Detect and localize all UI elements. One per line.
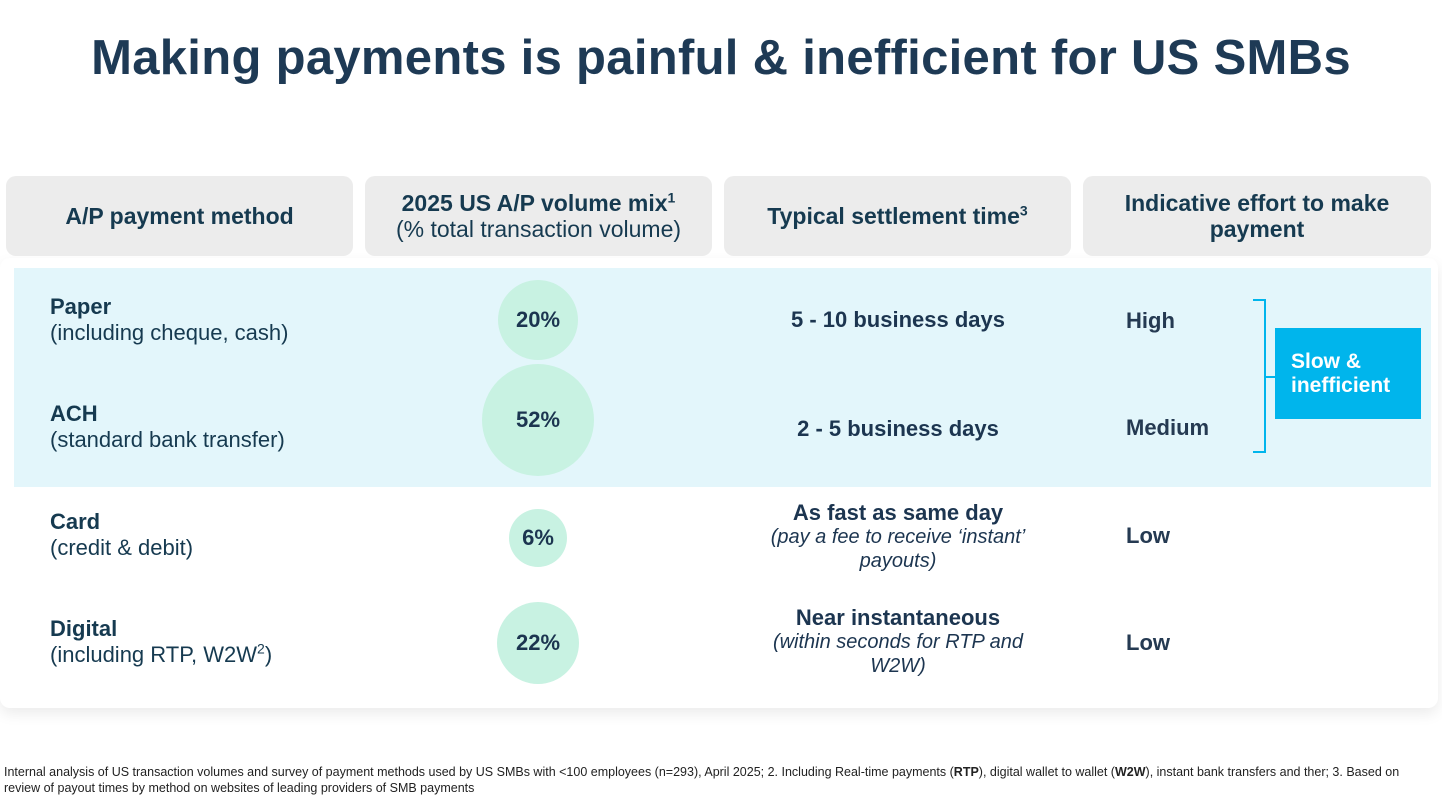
footnote-bold: RTP <box>953 765 979 779</box>
share-bubble: 22% <box>497 602 579 684</box>
header-label: Indicative effort to make payment <box>1124 190 1390 242</box>
footnote-text: Internal analysis of US transaction volu… <box>4 765 954 779</box>
method-name: ACH <box>50 401 98 426</box>
settlement-main: Near instantaneous <box>795 605 1001 630</box>
effort-level: Medium <box>1126 415 1210 440</box>
settlement-time: As fast as same day (pay a fee to receive… <box>724 501 1072 573</box>
header-label: Typical settlement time <box>767 203 1020 229</box>
method-detail-end: ) <box>264 642 273 667</box>
footnote-bold: W2W <box>1114 765 1146 779</box>
method-detail: (standard bank transfer) <box>50 427 285 452</box>
page-title: Making payments is painful & inefficient… <box>91 31 1351 85</box>
method-name: Digital <box>50 616 118 641</box>
method-name: Card <box>50 509 101 534</box>
row-digital-method: Digital (including RTP, W2W2) <box>50 616 272 668</box>
method-name: Paper <box>50 294 112 319</box>
effort-level: High <box>1126 308 1175 333</box>
share-bubble: 20% <box>498 280 578 360</box>
settlement-note: (pay a fee to receive ‘instant’ payouts) <box>770 526 1026 572</box>
share-bubble: 52% <box>482 364 594 476</box>
header-volume-mix: 2025 US A/P volume mix1 (% total transac… <box>365 176 712 256</box>
method-detail: (credit & debit) <box>50 535 194 560</box>
effort-level: Low <box>1126 523 1170 548</box>
settlement-time: 5 - 10 business days <box>791 307 1005 332</box>
footnote-text: ), digital wallet to wallet ( <box>978 765 1115 779</box>
share-bubble: 6% <box>509 509 567 567</box>
bracket-connector <box>1266 376 1276 378</box>
settlement-time: Near instantaneous (within seconds for RT… <box>724 606 1072 678</box>
settlement-note: (within seconds for RTP and W2W) <box>772 631 1024 677</box>
method-detail: (including RTP, W2W <box>50 642 258 667</box>
header-effort: Indicative effort to make payment <box>1083 176 1431 256</box>
footnotes: Internal analysis of US transaction volu… <box>4 764 1434 796</box>
settlement-time: 2 - 5 business days <box>797 416 999 441</box>
header-payment-method: A/P payment method <box>6 176 353 256</box>
header-label: A/P payment method <box>65 203 294 229</box>
footnote-ref: 2 <box>257 640 265 657</box>
header-settlement-time: Typical settlement time3 <box>724 176 1071 256</box>
slow-inefficient-callout: Slow & inefficient <box>1275 328 1421 419</box>
footnote-text: ), instant bank transfers and ther; 3. B… <box>4 765 1400 795</box>
header-sublabel: (% total transaction volume) <box>395 216 682 242</box>
row-card-method: Card (credit & debit) <box>50 509 193 561</box>
highlight-band <box>14 268 1431 487</box>
settlement-main: As fast as same day <box>792 500 1004 525</box>
effort-level: Low <box>1126 630 1170 655</box>
row-ach-method: ACH (standard bank transfer) <box>50 401 285 453</box>
method-detail: (including cheque, cash) <box>50 320 289 345</box>
footnote-ref: 1 <box>667 189 676 206</box>
header-label: 2025 US A/P volume mix <box>401 190 668 216</box>
footnote-ref: 3 <box>1019 202 1028 219</box>
bracket <box>1253 299 1266 453</box>
row-paper-method: Paper (including cheque, cash) <box>50 294 288 346</box>
